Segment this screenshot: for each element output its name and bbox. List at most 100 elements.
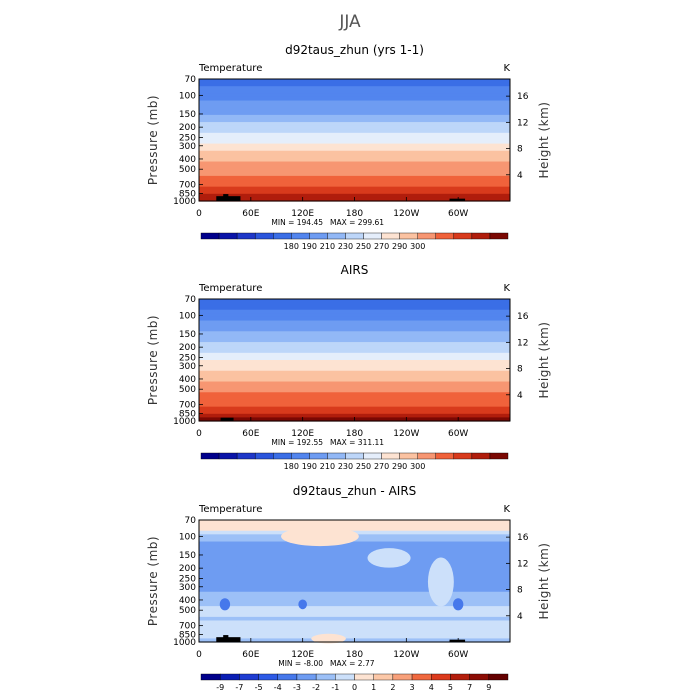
contour-band bbox=[199, 624, 510, 629]
contour-band bbox=[199, 89, 510, 94]
contour-band bbox=[199, 399, 510, 404]
contour-band bbox=[199, 190, 510, 195]
contour-band bbox=[199, 595, 510, 600]
colorbar: 180 190 210 230 250 270 290 300 bbox=[200, 232, 509, 251]
contour-band bbox=[199, 573, 510, 579]
contour-band bbox=[199, 527, 510, 532]
contour-band bbox=[199, 616, 510, 622]
colorbar-label: 190 bbox=[302, 462, 317, 471]
contour-band bbox=[199, 363, 510, 368]
contour-field bbox=[199, 79, 510, 202]
contour-band bbox=[199, 183, 510, 188]
terrain-mask bbox=[223, 635, 229, 642]
colorbar-box bbox=[381, 452, 400, 460]
colorbar-box bbox=[399, 452, 418, 460]
y-tick-label: 300 bbox=[179, 583, 196, 593]
colorbar-label: 210 bbox=[320, 242, 335, 251]
right-tick-label: 12 bbox=[517, 559, 528, 569]
colorbar-box bbox=[254, 232, 274, 240]
colorbar-box bbox=[335, 673, 355, 681]
x-tick-label: 120E bbox=[291, 429, 314, 439]
x-tick-label: 120E bbox=[291, 209, 314, 219]
colorbar-box bbox=[327, 232, 346, 240]
contour-band bbox=[199, 413, 510, 419]
x-tick-label: 120E bbox=[291, 650, 314, 660]
contour-band bbox=[199, 165, 510, 170]
colorbar-box bbox=[218, 232, 238, 240]
colorbar-box bbox=[258, 673, 278, 681]
x-tick-label: 120W bbox=[393, 429, 419, 439]
contour-cell bbox=[367, 548, 411, 568]
colorbar: -9 -7 -5 -4 -3 -2 -1 0 1 2 3 4 5 7 9 bbox=[200, 673, 509, 692]
colorbar-label: 270 bbox=[374, 242, 389, 251]
right-tick-label: 4 bbox=[517, 612, 523, 622]
y-tick-label: 200 bbox=[179, 123, 196, 133]
colorbar-label: 300 bbox=[410, 242, 425, 251]
max-label: MAX = 2.77 bbox=[330, 659, 375, 668]
contour-band bbox=[199, 566, 510, 571]
colorbar-label: 250 bbox=[356, 242, 371, 251]
contour-cell bbox=[276, 620, 346, 634]
y-tick-label: 150 bbox=[179, 551, 196, 561]
units-label: K bbox=[503, 63, 510, 74]
contour-band bbox=[199, 588, 510, 593]
variable-label: Temperature bbox=[198, 283, 262, 294]
y-tick-label: 400 bbox=[179, 375, 196, 385]
contour-field bbox=[199, 520, 510, 644]
variable-label: Temperature bbox=[198, 63, 262, 74]
contour-band bbox=[199, 631, 510, 636]
contour-band bbox=[199, 125, 510, 130]
colorbar-box bbox=[345, 452, 364, 460]
contour-band bbox=[199, 79, 510, 84]
y-tick-label: 250 bbox=[179, 353, 196, 363]
y-axis-label-right: Height (km) bbox=[537, 322, 551, 399]
colorbar-label: 190 bbox=[302, 242, 317, 251]
contour-field bbox=[199, 299, 510, 422]
colorbar-box bbox=[273, 452, 292, 460]
contour-band bbox=[199, 520, 510, 525]
contour-band bbox=[199, 360, 510, 365]
y-tick-label: 200 bbox=[179, 564, 196, 574]
units-label: K bbox=[503, 283, 510, 294]
colorbar-box bbox=[219, 673, 240, 681]
contour-band bbox=[199, 140, 510, 145]
colorbar-label: -7 bbox=[235, 683, 243, 692]
contour-band bbox=[199, 299, 510, 304]
contour-band bbox=[199, 331, 510, 336]
contour-band bbox=[199, 577, 510, 582]
contour-band bbox=[199, 320, 510, 325]
terrain-mask bbox=[449, 198, 466, 201]
contour-band bbox=[199, 410, 510, 415]
contour-band bbox=[199, 157, 510, 163]
contour-band bbox=[199, 154, 510, 159]
x-tick-label: 60E bbox=[242, 429, 259, 439]
colorbar-label: 250 bbox=[356, 462, 371, 471]
min-label: MIN = 194.45 bbox=[271, 218, 323, 227]
colorbar-box bbox=[291, 452, 310, 460]
colorbar-box bbox=[417, 452, 436, 460]
colorbar-box bbox=[453, 232, 473, 240]
contour-band bbox=[199, 388, 510, 393]
right-tick-label: 16 bbox=[517, 312, 529, 322]
contour-band bbox=[199, 584, 510, 589]
right-tick-label: 12 bbox=[517, 338, 528, 348]
y-tick-label: 700 bbox=[179, 181, 196, 191]
x-tick-label: 60E bbox=[242, 209, 259, 219]
colorbar-box bbox=[315, 673, 336, 681]
x-tick-label: 60W bbox=[448, 650, 468, 660]
contour-band bbox=[199, 93, 510, 98]
contour-band bbox=[199, 395, 510, 401]
contour-cell bbox=[205, 564, 244, 589]
contour-cell bbox=[311, 633, 346, 644]
contour-band bbox=[199, 602, 510, 607]
colorbar-box bbox=[489, 452, 509, 460]
y-tick-label: 700 bbox=[179, 401, 196, 411]
contour-band bbox=[199, 334, 510, 340]
y-tick-label: 150 bbox=[179, 110, 196, 120]
colorbar-label: 300 bbox=[410, 462, 425, 471]
colorbar-label: 5 bbox=[448, 683, 453, 692]
y-tick-label: 70 bbox=[185, 75, 197, 85]
contour-band bbox=[199, 552, 510, 557]
contour-band bbox=[199, 306, 510, 311]
contour-band bbox=[199, 381, 510, 386]
